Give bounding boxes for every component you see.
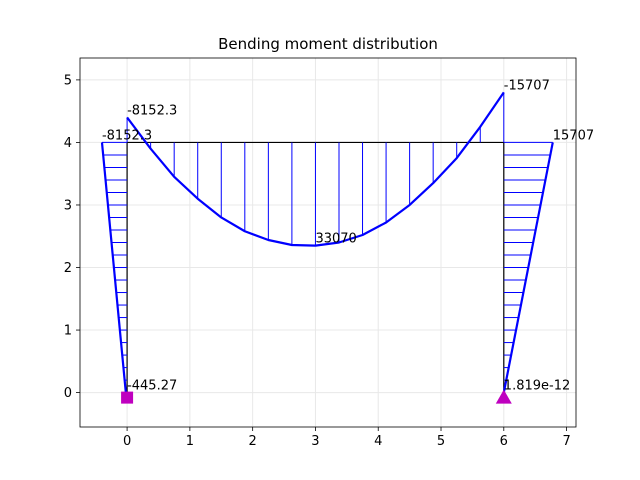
axes: 0 1 2 3 4 5 6 7 0 1 2 3 4 5 — [64, 57, 577, 449]
moment-value-label: -8152.3 — [127, 103, 177, 118]
x-tick-label: 1 — [186, 434, 194, 449]
x-tick-label: 6 — [500, 434, 508, 449]
y-tick-label: 5 — [64, 73, 72, 88]
beam-moment-curve — [126, 91, 505, 247]
pinned-support-triangle — [495, 389, 512, 404]
y-tick-label: 4 — [64, 136, 72, 151]
x-tick-label: 0 — [123, 434, 131, 449]
y-tick-label: 3 — [64, 198, 72, 213]
x-tick-label: 2 — [249, 434, 257, 449]
supports — [121, 389, 512, 404]
moment-hatching — [101, 92, 553, 394]
right-column-moment-curve — [502, 142, 554, 393]
chart-title: Bending moment distribution — [218, 35, 438, 53]
moment-value-label: -445.27 — [127, 379, 177, 394]
y-tick-label: 1 — [64, 324, 72, 339]
moment-value-label: 15707 — [553, 128, 594, 143]
moment-value-label: -8152.3 — [102, 128, 152, 143]
y-tick-label: 2 — [64, 261, 72, 276]
x-tick-label: 7 — [562, 434, 570, 449]
x-tick-label: 3 — [311, 434, 319, 449]
fixed-support-square — [121, 391, 134, 404]
moment-value-label: 33070 — [315, 232, 356, 247]
x-tick-label: 5 — [437, 434, 445, 449]
left-column-moment-curve — [100, 142, 127, 393]
moment-curves — [100, 91, 554, 393]
y-tick-label: 0 — [64, 386, 72, 401]
plot-frame — [79, 57, 577, 428]
moment-annotations: -8152.3 -8152.3 -445.27 33070 -15707 15707 1.8… — [102, 78, 594, 393]
moment-value-label: 1.819e-12 — [504, 379, 570, 394]
moment-value-label: -15707 — [504, 78, 550, 93]
x-tick-label: 4 — [374, 434, 382, 449]
